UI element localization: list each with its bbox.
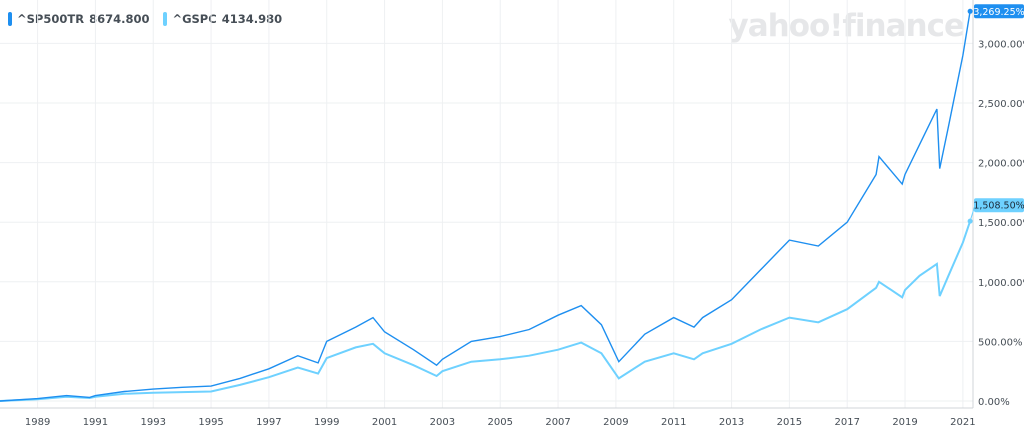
x-tick-label: 1991 (83, 417, 108, 428)
x-tick-label: 2015 (777, 417, 802, 428)
x-tick-label: 2007 (545, 417, 570, 428)
end-value-badge (974, 198, 1024, 213)
x-tick-label: 2005 (488, 417, 513, 428)
x-tick-label: 1995 (198, 417, 223, 428)
x-tick-label: 2013 (719, 417, 744, 428)
x-tick-label: 1997 (256, 417, 281, 428)
series-color-swatch (8, 12, 12, 26)
x-tick-label: 2019 (892, 417, 917, 428)
x-tick-label: 2009 (603, 417, 628, 428)
end-value-label: 3,269.25% (973, 7, 1024, 18)
x-tick-label: 1989 (25, 417, 50, 428)
legend: ^SP500TR 8674.800 ^GSPC 4134.980 (8, 12, 282, 26)
end-value-badge (974, 4, 1024, 19)
series-line-gspc (0, 220, 972, 402)
series-color-swatch (163, 12, 168, 26)
y-tick-label: 2,500.00% (978, 99, 1024, 110)
y-tick-label: 1,500.00% (978, 218, 1024, 229)
legend-item-sp500tr[interactable]: ^SP500TR 8674.800 (8, 12, 149, 26)
legend-label: ^GSPC (172, 12, 217, 26)
x-tick-label: 2017 (834, 417, 859, 428)
legend-item-gspc[interactable]: ^GSPC 4134.980 (163, 12, 282, 26)
y-tick-label: 1,000.00% (978, 278, 1024, 289)
x-tick-label: 1993 (141, 417, 166, 428)
y-tick-label: 0.00% (978, 397, 1010, 408)
x-tick-label: 2003 (430, 417, 455, 428)
series-line-sp500tr (0, 11, 971, 402)
series-end-marker (967, 8, 973, 14)
legend-label: ^SP500TR (17, 12, 85, 26)
x-tick-label: 2001 (372, 417, 397, 428)
y-tick-label: 3,000.00% (978, 39, 1024, 50)
y-tick-label: 2,000.00% (978, 159, 1024, 170)
end-value-label: 1,508.50% (973, 201, 1024, 212)
legend-value: 4134.980 (221, 12, 283, 26)
legend-value: 8674.800 (89, 12, 150, 26)
x-tick-label: 2021 (950, 417, 975, 428)
x-tick-label: 1999 (314, 417, 339, 428)
y-tick-label: 500.00% (978, 337, 1023, 348)
x-tick-label: 2011 (661, 417, 686, 428)
